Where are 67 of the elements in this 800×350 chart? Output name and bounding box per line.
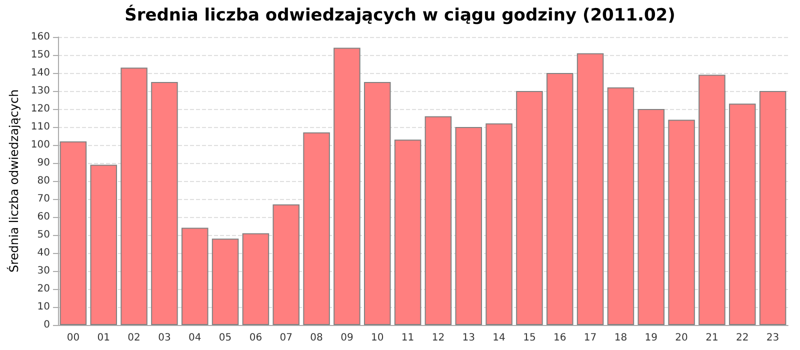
x-tick-label: 22 bbox=[736, 332, 749, 344]
bar bbox=[212, 238, 239, 325]
y-tick-label: 130 bbox=[30, 86, 50, 96]
x-tick-label: 06 bbox=[249, 332, 262, 344]
y-tick-label: 160 bbox=[30, 32, 50, 42]
bar bbox=[181, 228, 208, 325]
bar bbox=[638, 109, 665, 325]
bar bbox=[516, 91, 543, 325]
bar bbox=[272, 204, 300, 325]
x-tick-label: 17 bbox=[584, 332, 597, 344]
bar bbox=[60, 141, 87, 325]
x-tick-label: 20 bbox=[675, 332, 688, 344]
x-tick-label: 08 bbox=[310, 332, 323, 344]
x-tick-label: 19 bbox=[644, 332, 658, 344]
x-tick-label: 01 bbox=[97, 332, 110, 344]
bar bbox=[334, 48, 360, 325]
bar bbox=[486, 123, 512, 325]
y-tick-label: 40 bbox=[37, 248, 50, 258]
x-tick-label: 00 bbox=[66, 332, 80, 344]
x-tick-label: 05 bbox=[218, 332, 232, 344]
x-tick-label: 15 bbox=[523, 332, 536, 344]
x-tick-label: 23 bbox=[766, 332, 780, 344]
x-tick-label: 11 bbox=[401, 332, 414, 344]
bar bbox=[668, 120, 695, 325]
y-tick-label: 10 bbox=[37, 302, 50, 312]
bar bbox=[455, 127, 482, 325]
x-tick-label: 12 bbox=[432, 332, 445, 344]
y-tick-label: 30 bbox=[37, 266, 50, 276]
bar bbox=[607, 87, 634, 325]
y-tick-label: 70 bbox=[37, 194, 50, 204]
x-tick-label: 09 bbox=[340, 332, 354, 344]
x-tick-label: 03 bbox=[158, 332, 171, 344]
y-tick-label: 150 bbox=[30, 50, 50, 60]
y-tick-label: 20 bbox=[37, 284, 50, 294]
x-tick-label: 04 bbox=[188, 332, 202, 344]
bar bbox=[242, 233, 270, 325]
x-tick-label: 16 bbox=[554, 332, 566, 344]
x-tick-label: 10 bbox=[371, 332, 384, 344]
bar bbox=[394, 140, 422, 325]
y-tick-label: 110 bbox=[30, 122, 50, 132]
bar bbox=[424, 116, 452, 325]
bar bbox=[759, 91, 786, 325]
bar bbox=[728, 104, 756, 325]
y-tick-label: 120 bbox=[30, 104, 50, 114]
bar bbox=[90, 164, 118, 325]
x-tick-label: 13 bbox=[462, 332, 475, 344]
x-tick-label: 14 bbox=[492, 332, 506, 344]
y-tick-label: 90 bbox=[37, 158, 50, 168]
bar bbox=[364, 82, 391, 325]
x-tick-label: 02 bbox=[128, 332, 140, 344]
bar bbox=[546, 73, 574, 325]
y-tick-label: 80 bbox=[37, 176, 50, 186]
y-tick-label: 0 bbox=[44, 320, 50, 330]
x-tick-label: 18 bbox=[614, 332, 628, 344]
y-tick-label: 100 bbox=[30, 140, 50, 150]
x-tick-label: 21 bbox=[706, 332, 718, 344]
bar bbox=[576, 53, 604, 325]
y-tick-label: 50 bbox=[37, 230, 50, 240]
chart-title: Średnia liczba odwiedzających w ciągu godziny (2011.02) bbox=[124, 4, 676, 26]
y-tick-label: 140 bbox=[30, 68, 50, 78]
x-tick-label: 07 bbox=[280, 332, 292, 344]
bar bbox=[303, 132, 330, 325]
y-axis-title: Średnia liczba odwiedzających bbox=[6, 89, 22, 273]
bar bbox=[120, 68, 148, 325]
y-tick-label: 60 bbox=[37, 212, 50, 222]
bar bbox=[151, 82, 178, 325]
bar bbox=[698, 74, 726, 325]
